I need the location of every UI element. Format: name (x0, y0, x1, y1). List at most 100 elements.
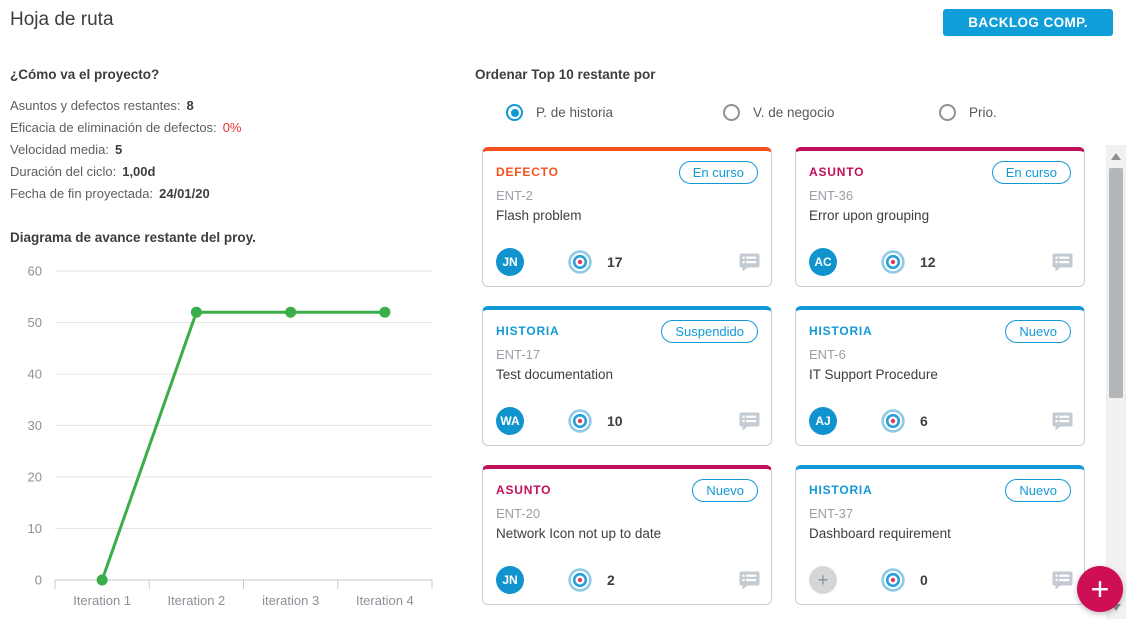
card-title: Error upon grouping (809, 208, 1071, 223)
card-type-label: HISTORIA (809, 320, 873, 338)
assignee-avatar: JN (496, 566, 524, 594)
card-title: Network Icon not up to date (496, 526, 758, 541)
svg-text:50: 50 (28, 315, 42, 330)
estimate-bullseye-icon (568, 409, 592, 433)
stat-value: 5 (115, 142, 122, 157)
stat-value: 8 (187, 98, 194, 113)
burnup-chart: 0102030405060Iteration 1Iteration 2itera… (10, 253, 452, 615)
radio-icon[interactable] (723, 104, 740, 121)
svg-text:Iteration 4: Iteration 4 (356, 593, 414, 608)
work-item-card[interactable]: HISTORIA Nuevo ENT-6 IT Support Procedur… (795, 306, 1085, 446)
status-badge: En curso (992, 161, 1071, 184)
assignee-avatar: AC (809, 248, 837, 276)
estimate-points: 10 (607, 413, 623, 429)
card-head: HISTORIA Nuevo (809, 320, 1071, 343)
stat-label: Asuntos y defectos restantes: (10, 98, 181, 113)
stat-remaining-issues: Asuntos y defectos restantes: 8 (10, 99, 450, 113)
assignee-avatar: + (809, 566, 837, 594)
estimate-points: 2 (607, 572, 615, 588)
status-badge: Nuevo (1005, 479, 1071, 502)
svg-text:30: 30 (28, 418, 42, 433)
stat-value: 24/01/20 (159, 186, 210, 201)
svg-text:0: 0 (35, 573, 42, 588)
sort-option-story-points[interactable]: P. de historia (506, 104, 613, 121)
svg-text:60: 60 (28, 264, 42, 279)
work-item-card[interactable]: HISTORIA Nuevo ENT-37 Dashboard requirem… (795, 465, 1085, 605)
stat-cycle-time: Duración del ciclo:1,00d (10, 165, 450, 179)
card-head: ASUNTO Nuevo (496, 479, 758, 502)
stat-label: Eficacia de eliminación de defectos: (10, 120, 217, 135)
radio-label[interactable]: V. de negocio (753, 105, 834, 120)
comment-icon (1052, 412, 1073, 431)
radio-label[interactable]: Prio. (969, 105, 997, 120)
card-head: ASUNTO En curso (809, 161, 1071, 184)
card-type-label: HISTORIA (496, 320, 560, 338)
scrollbar-thumb[interactable] (1109, 168, 1123, 398)
card-footer: + 0 (809, 566, 1073, 594)
stat-projected-end-date: Fecha de fin proyectada:24/01/20 (10, 187, 450, 201)
vertical-scrollbar[interactable] (1106, 145, 1126, 619)
estimate-points: 17 (607, 254, 623, 270)
card-title: Test documentation (496, 367, 758, 382)
card-id: ENT-2 (496, 188, 758, 203)
card-type-label: HISTORIA (809, 479, 873, 497)
add-item-fab[interactable]: + (1077, 566, 1123, 612)
work-item-card[interactable]: HISTORIA Suspendido ENT-17 Test document… (482, 306, 772, 446)
assignee-avatar: WA (496, 407, 524, 435)
project-health-stats: Asuntos y defectos restantes: 8 Eficacia … (10, 99, 450, 209)
work-item-card[interactable]: ASUNTO En curso ENT-36 Error upon groupi… (795, 147, 1085, 287)
roadmap-page: Hoja de ruta BACKLOG COMP. ¿Cómo va el p… (0, 0, 1132, 619)
status-badge: Nuevo (1005, 320, 1071, 343)
chart-heading: Diagrama de avance restante del proy. (10, 230, 256, 245)
sort-option-business-value[interactable]: V. de negocio (723, 104, 834, 121)
card-footer: JN 2 (496, 566, 760, 594)
card-id: ENT-36 (809, 188, 1071, 203)
card-title: Flash problem (496, 208, 758, 223)
work-item-card[interactable]: ASUNTO Nuevo ENT-20 Network Icon not up … (482, 465, 772, 605)
estimate-bullseye-icon (881, 409, 905, 433)
page-title: Hoja de ruta (10, 9, 114, 31)
status-badge: Nuevo (692, 479, 758, 502)
estimate-points: 6 (920, 413, 928, 429)
status-badge: En curso (679, 161, 758, 184)
estimate-bullseye-icon (881, 568, 905, 592)
card-type-label: DEFECTO (496, 161, 559, 179)
work-item-card[interactable]: DEFECTO En curso ENT-2 Flash problem JN … (482, 147, 772, 287)
comment-icon (1052, 253, 1073, 272)
stat-label: Velocidad media: (10, 142, 109, 157)
comment-icon (739, 571, 760, 590)
card-type-label: ASUNTO (496, 479, 551, 497)
estimate-bullseye-icon (568, 250, 592, 274)
radio-label[interactable]: P. de historia (536, 105, 613, 120)
estimate-points: 0 (920, 572, 928, 588)
stat-value: 0% (223, 120, 242, 135)
card-footer: WA 10 (496, 407, 760, 435)
svg-text:iteration 3: iteration 3 (262, 593, 319, 608)
card-head: HISTORIA Nuevo (809, 479, 1071, 502)
estimate-bullseye-icon (568, 568, 592, 592)
card-title: IT Support Procedure (809, 367, 1071, 382)
comment-icon (1052, 571, 1073, 590)
radio-icon[interactable] (506, 104, 523, 121)
stat-defect-removal: Eficacia de eliminación de defectos: 0% (10, 121, 450, 135)
card-footer: AJ 6 (809, 407, 1073, 435)
sort-option-priority[interactable]: Prio. (939, 104, 997, 121)
svg-text:Iteration 2: Iteration 2 (167, 593, 225, 608)
top-10-cards-grid: DEFECTO En curso ENT-2 Flash problem JN … (482, 147, 1085, 605)
card-id: ENT-20 (496, 506, 758, 521)
status-badge: Suspendido (661, 320, 758, 343)
comment-icon (739, 253, 760, 272)
estimate-bullseye-icon (881, 250, 905, 274)
backlog-comp-button[interactable]: BACKLOG COMP. (943, 9, 1113, 36)
card-head: HISTORIA Suspendido (496, 320, 758, 343)
assignee-avatar: AJ (809, 407, 837, 435)
assignee-avatar: JN (496, 248, 524, 276)
card-title: Dashboard requirement (809, 526, 1071, 541)
scroll-up-icon[interactable] (1111, 153, 1121, 160)
radio-icon[interactable] (939, 104, 956, 121)
card-footer: AC 12 (809, 248, 1073, 276)
card-id: ENT-17 (496, 347, 758, 362)
card-id: ENT-37 (809, 506, 1071, 521)
stat-label: Duración del ciclo: (10, 164, 116, 179)
card-type-label: ASUNTO (809, 161, 864, 179)
